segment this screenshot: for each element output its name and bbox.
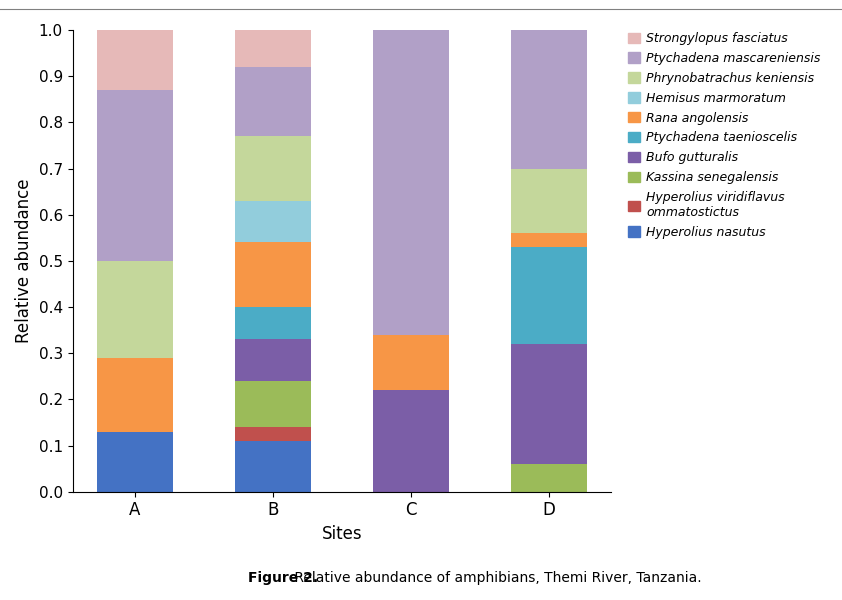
Bar <box>511 464 587 492</box>
Bar <box>97 431 173 492</box>
Bar <box>97 90 173 261</box>
Bar <box>511 233 587 247</box>
Bar <box>373 335 449 390</box>
Bar <box>235 136 311 201</box>
Bar <box>511 169 587 233</box>
Bar <box>235 381 311 427</box>
Y-axis label: Relative abundance: Relative abundance <box>15 179 33 343</box>
Bar <box>97 261 173 358</box>
Bar <box>235 30 311 67</box>
Bar <box>235 340 311 381</box>
Bar <box>235 201 311 242</box>
Bar <box>235 67 311 136</box>
Bar <box>373 30 449 335</box>
Bar <box>235 307 311 340</box>
Bar <box>511 247 587 344</box>
Bar <box>97 358 173 431</box>
Bar <box>235 242 311 307</box>
Bar <box>511 344 587 464</box>
Bar <box>511 30 587 169</box>
Bar <box>235 427 311 441</box>
Bar <box>97 30 173 90</box>
Text: Figure 2.: Figure 2. <box>248 571 318 585</box>
Bar <box>373 390 449 492</box>
X-axis label: Sites: Sites <box>322 525 362 543</box>
Legend: Strongylopus fasciatus, Ptychadena mascareniensis, Phrynobatrachus keniensis, He: Strongylopus fasciatus, Ptychadena masca… <box>623 27 826 244</box>
Text: Relative abundance of amphibians, Themi River, Tanzania.: Relative abundance of amphibians, Themi … <box>290 571 702 585</box>
Bar <box>235 441 311 492</box>
